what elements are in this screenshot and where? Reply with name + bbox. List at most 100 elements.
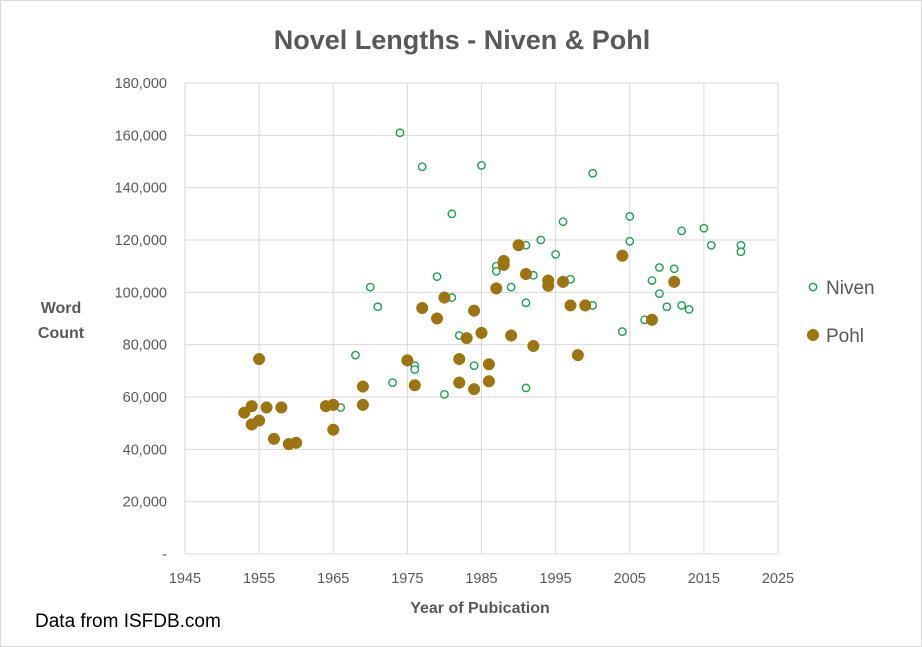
x-tick-label: 1965 (317, 571, 349, 587)
y-tick-label: 180,000 (115, 76, 167, 92)
data-point-niven (699, 223, 709, 233)
data-point-niven (551, 249, 561, 259)
x-axis-ticks: 1945 1955 1965 1975 1985 1995 2005 2015 2025 (169, 571, 794, 587)
data-point-pohl (327, 423, 340, 436)
data-point-niven (669, 264, 679, 274)
x-axis-title: Year of Pubication (410, 600, 550, 617)
data-point-pohl (571, 349, 584, 362)
data-point-pohl (482, 375, 495, 388)
data-point-niven (469, 361, 479, 370)
x-tick-label: 1985 (465, 571, 497, 587)
data-point-pohl (475, 326, 488, 339)
y-tick-label: - (162, 547, 167, 563)
data-point-pohl (453, 353, 466, 366)
x-tick-label: 2005 (614, 571, 646, 587)
x-tick-label: 1995 (539, 571, 571, 587)
data-point-pohl (556, 275, 570, 288)
data-points (238, 128, 746, 451)
data-point-pohl (430, 312, 444, 325)
data-point-niven (736, 247, 746, 257)
data-point-niven (625, 212, 635, 221)
data-point-pohl (497, 258, 510, 271)
data-point-pohl (408, 379, 421, 392)
legend-marker-pohl (806, 328, 820, 342)
y-tick-label: 120,000 (115, 233, 167, 249)
legend-label-pohl: Pohl (826, 326, 864, 347)
data-point-pohl (490, 282, 503, 295)
x-tick-label: 1945 (169, 571, 201, 587)
data-point-pohl (253, 414, 266, 427)
grid-lines (184, 82, 779, 555)
data-point-pohl (327, 398, 340, 411)
data-point-pohl (505, 329, 518, 342)
data-point-niven (617, 327, 627, 336)
y-tick-label: 140,000 (115, 181, 167, 197)
data-point-pohl (356, 398, 369, 411)
data-point-niven (677, 301, 687, 310)
data-point-niven (655, 263, 664, 272)
data-point-pohl (356, 380, 369, 393)
data-point-pohl (267, 432, 281, 445)
x-tick-label: 2015 (688, 571, 720, 587)
y-tick-label: 60,000 (123, 390, 167, 406)
data-point-pohl (564, 299, 577, 312)
data-point-niven (655, 289, 664, 299)
y-tick-label: 80,000 (123, 338, 167, 354)
data-point-niven (647, 276, 657, 285)
data-point-niven (684, 304, 694, 314)
y-axis-ticks: - 20,000 40,000 60,000 80,000 100,000 120,000 1… (115, 76, 168, 563)
data-point-pohl (260, 401, 273, 414)
data-point-niven (662, 302, 672, 312)
data-point-niven (410, 365, 420, 374)
data-point-niven (558, 217, 568, 227)
data-point-pohl (519, 267, 533, 281)
data-source-note: Data from ISFDB.com (35, 611, 221, 632)
data-point-niven (491, 266, 501, 276)
legend-label-niven: Niven (826, 278, 875, 299)
data-point-pohl (275, 401, 288, 414)
data-point-niven (417, 162, 427, 172)
y-axis-title-line-2: Count (38, 325, 85, 342)
y-tick-label: 160,000 (115, 128, 167, 144)
chart-title: Novel Lengths - Niven & Pohl (274, 25, 651, 55)
data-point-niven (625, 236, 635, 246)
data-point-pohl (527, 339, 540, 353)
data-point-pohl (416, 301, 429, 315)
data-point-niven (373, 302, 383, 312)
data-point-niven (706, 240, 716, 250)
data-point-pohl (579, 299, 592, 312)
data-point-niven (677, 226, 687, 236)
y-tick-label: 20,000 (123, 495, 167, 511)
legend-marker-niven (808, 282, 818, 292)
data-point-pohl (460, 332, 473, 345)
data-point-niven (440, 389, 449, 399)
data-point-pohl (542, 279, 555, 292)
data-point-niven (477, 161, 486, 170)
data-point-pohl (438, 291, 451, 304)
y-tick-label: 40,000 (123, 442, 167, 458)
data-point-pohl (290, 436, 303, 449)
data-point-niven (506, 282, 516, 292)
data-point-pohl (453, 376, 466, 389)
y-tick-label: 100,000 (115, 285, 167, 301)
data-point-niven (521, 298, 531, 308)
x-tick-label: 1955 (243, 571, 275, 587)
data-point-pohl (482, 358, 495, 371)
data-point-pohl (245, 400, 258, 413)
data-point-niven (536, 235, 546, 245)
data-point-niven (395, 128, 405, 138)
data-point-pohl (401, 354, 414, 367)
data-point-pohl (512, 239, 525, 252)
y-axis-title-line-1: Word (41, 300, 82, 317)
legend: Niven Pohl (806, 278, 875, 347)
data-point-pohl (253, 353, 266, 366)
data-point-pohl (668, 275, 681, 288)
data-point-niven (588, 168, 598, 178)
data-point-niven (432, 272, 442, 282)
x-tick-label: 1975 (391, 571, 423, 587)
data-point-pohl (616, 249, 629, 262)
data-point-niven (351, 350, 360, 360)
data-point-niven (447, 209, 457, 219)
